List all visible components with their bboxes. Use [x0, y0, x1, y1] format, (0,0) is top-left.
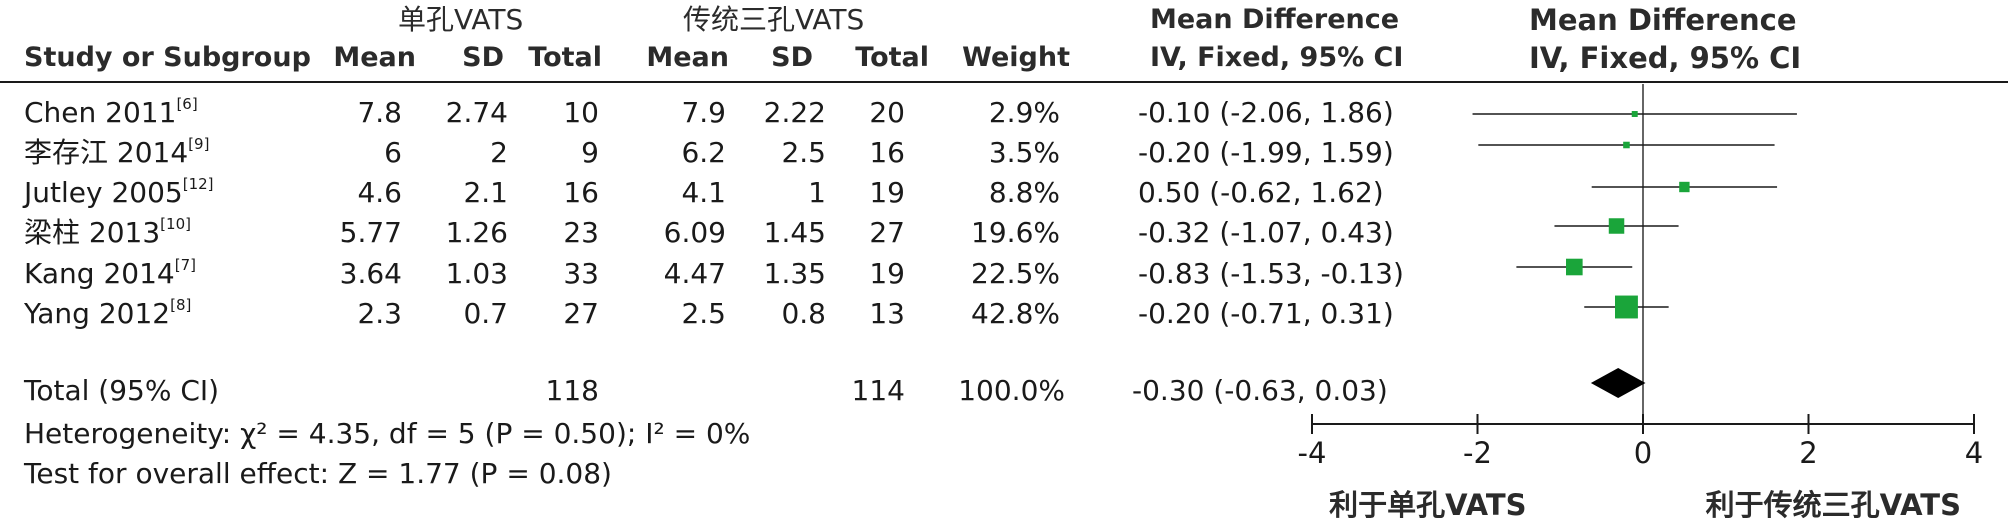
- point-estimate-square: [1566, 258, 1583, 276]
- mean2-column-header: Mean: [646, 42, 729, 73]
- total2-cell: 27: [869, 216, 905, 249]
- mean2-cell: 6.2: [681, 136, 726, 169]
- point-estimate-square: [1608, 218, 1625, 234]
- mean1-cell: 4.6: [357, 176, 402, 209]
- header-rule: [0, 81, 2008, 83]
- total2-column-header: Total: [855, 42, 929, 73]
- overall-effect-text: Test for overall effect: Z = 1.77 (P = 0…: [24, 457, 612, 490]
- total1-column-header: Total: [528, 42, 602, 73]
- sd2-cell: 2.22: [763, 96, 826, 129]
- sd1-cell: 2.1: [463, 176, 508, 209]
- weight-cell: 42.8%: [971, 297, 1060, 330]
- mean1-cell: 7.8: [357, 96, 402, 129]
- total1-cell: 118: [545, 374, 599, 407]
- sd1-column-header: SD: [462, 42, 504, 73]
- total2-cell: 13: [869, 297, 905, 330]
- sd2-cell: 1.35: [763, 257, 826, 290]
- ci-text-cell: -0.20 (-0.71, 0.31): [1138, 297, 1394, 330]
- point-estimate-square: [1631, 111, 1638, 117]
- ci-text-cell: -0.30 (-0.63, 0.03): [1132, 374, 1388, 407]
- total1-cell: 27: [563, 297, 599, 330]
- total1-cell: 10: [563, 96, 599, 129]
- mean1-cell: 3.64: [339, 257, 402, 290]
- sd1-cell: 1.26: [445, 216, 508, 249]
- mean1-cell: 6: [384, 136, 402, 169]
- study-name: Yang 2012[8]: [24, 296, 192, 330]
- weight-column-header: Weight: [962, 42, 1070, 73]
- sd1-cell: 0.7: [463, 297, 508, 330]
- plot-method-header: IV, Fixed, 95% CI: [1529, 41, 1802, 75]
- weight-cell: 19.6%: [971, 216, 1060, 249]
- total-label: Total (95% CI): [24, 374, 220, 407]
- total2-cell: 19: [869, 257, 905, 290]
- x-tick-label: -2: [1463, 436, 1492, 470]
- total1-cell: 16: [563, 176, 599, 209]
- group1-header: 单孔VATS: [398, 3, 524, 36]
- study-name: 梁柱 2013[10]: [24, 215, 191, 249]
- point-estimate-square: [1679, 181, 1690, 193]
- md-title-header: Mean Difference: [1150, 4, 1400, 35]
- reference-mark: [12]: [182, 175, 214, 193]
- weight-cell: 22.5%: [971, 257, 1060, 290]
- mean2-cell: 6.09: [663, 216, 726, 249]
- ci-text-cell: 0.50 (-0.62, 1.62): [1138, 176, 1384, 209]
- mean1-column-header: Mean: [333, 42, 416, 73]
- total2-cell: 19: [869, 176, 905, 209]
- sd1-cell: 2: [490, 136, 508, 169]
- weight-cell: 8.8%: [988, 176, 1060, 209]
- weight-cell: 2.9%: [988, 96, 1060, 129]
- study-column-header: Study or Subgroup: [24, 42, 311, 73]
- weight-cell: 3.5%: [988, 136, 1060, 169]
- md-method-header: IV, Fixed, 95% CI: [1150, 42, 1404, 73]
- sd2-column-header: SD: [771, 42, 813, 73]
- study-name: Chen 2011[6]: [24, 95, 198, 129]
- ci-text-cell: -0.20 (-1.99, 1.59): [1138, 136, 1394, 169]
- mean2-cell: 4.47: [663, 257, 726, 290]
- sd2-cell: 1.45: [763, 216, 826, 249]
- reference-mark: [8]: [170, 296, 192, 314]
- mean2-cell: 4.1: [681, 176, 726, 209]
- heterogeneity-text: Heterogeneity: χ² = 4.35, df = 5 (P = 0.…: [24, 417, 751, 450]
- favours-right-label: 利于传统三孔VATS: [1706, 488, 1961, 522]
- sd2-cell: 0.8: [781, 297, 826, 330]
- x-tick-label: 4: [1965, 436, 1983, 470]
- ci-text-cell: -0.83 (-1.53, -0.13): [1138, 257, 1404, 290]
- study-name: Jutley 2005[12]: [24, 175, 214, 209]
- x-tick-label: -4: [1298, 436, 1327, 470]
- point-estimate-square: [1623, 141, 1630, 149]
- sd1-cell: 1.03: [445, 257, 508, 290]
- group2-header: 传统三孔VATS: [683, 3, 865, 36]
- ci-text-cell: -0.32 (-1.07, 0.43): [1138, 216, 1394, 249]
- sd2-cell: 2.5: [781, 136, 826, 169]
- reference-mark: [7]: [174, 256, 196, 274]
- study-name: 李存江 2014[9]: [24, 135, 210, 169]
- reference-mark: [6]: [176, 95, 198, 113]
- x-tick-label: 0: [1634, 436, 1652, 470]
- x-tick-label: 2: [1799, 436, 1817, 470]
- point-estimate-square: [1615, 295, 1638, 319]
- pooled-diamond: [1590, 368, 1646, 398]
- total1-cell: 33: [563, 257, 599, 290]
- sd2-cell: 1: [808, 176, 826, 209]
- total2-cell: 20: [869, 96, 905, 129]
- mean1-cell: 5.77: [339, 216, 402, 249]
- total1-cell: 23: [563, 216, 599, 249]
- reference-mark: [9]: [188, 135, 210, 153]
- ci-text-cell: -0.10 (-2.06, 1.86): [1138, 96, 1394, 129]
- reference-mark: [10]: [160, 215, 191, 233]
- mean2-cell: 7.9: [681, 96, 726, 129]
- total2-cell: 114: [851, 374, 905, 407]
- mean1-cell: 2.3: [357, 297, 402, 330]
- sd1-cell: 2.74: [445, 96, 508, 129]
- weight-cell: 100.0%: [958, 374, 1065, 407]
- mean2-cell: 2.5: [681, 297, 726, 330]
- total1-cell: 9: [581, 136, 599, 169]
- favours-left-label: 利于单孔VATS: [1329, 488, 1526, 522]
- total2-cell: 16: [869, 136, 905, 169]
- plot-title-header: Mean Difference: [1529, 3, 1797, 37]
- study-name: Kang 2014[7]: [24, 256, 196, 290]
